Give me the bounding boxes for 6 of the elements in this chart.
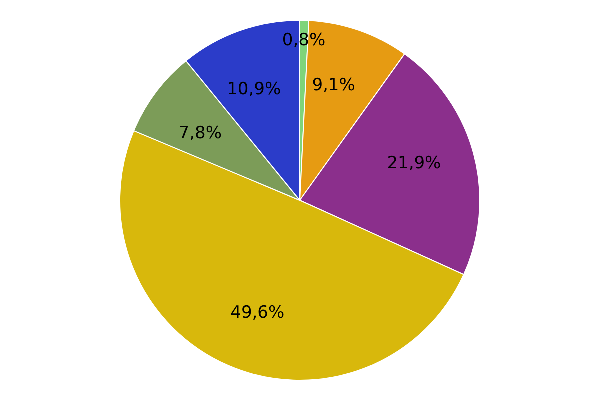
data-label: 21,9% — [387, 154, 442, 174]
data-label: 10,9% — [227, 80, 282, 100]
data-label: 0,8% — [282, 30, 326, 51]
data-label: 9,1% — [312, 75, 356, 96]
data-label: 7,8% — [178, 124, 222, 144]
data-label: 49,6% — [230, 302, 285, 323]
